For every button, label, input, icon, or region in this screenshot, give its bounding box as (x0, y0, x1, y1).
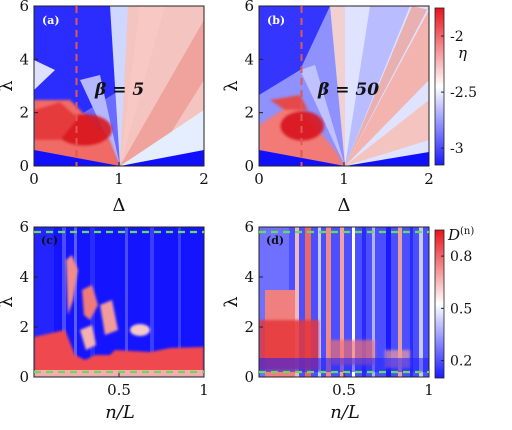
panel-label-a: (a) (42, 14, 60, 27)
heatmap-b (259, 6, 429, 166)
x-axis-label-b: Δ (338, 195, 351, 216)
y-tick-label: 4 (244, 268, 254, 286)
colorbar-eta: η -2 -2.5 -3 (434, 7, 477, 166)
colorbar-dn-label-sup: (n) (460, 226, 474, 237)
x-tick-label: 0 (29, 170, 39, 188)
beta-annotation-b: β = 50 (317, 80, 379, 100)
heatmap-d (259, 227, 429, 377)
colorbar-tick-label: -3 (450, 141, 464, 157)
colorbar-eta-label: η (458, 44, 467, 62)
x-tick-label: 2 (424, 170, 434, 188)
panel-b: (b) β = 50 0 1 2 0 2 4 6 Δ λ (221, 0, 434, 216)
y-axis-label-b: λ (221, 80, 242, 91)
beta-annotation-a: β = 5 (94, 80, 144, 100)
y-axis-label-a: λ (0, 80, 17, 91)
y-tick-label: 0 (19, 157, 29, 175)
colorbar-tick-label: 0.2 (450, 354, 472, 370)
x-ticks-c: 0.5 1 (107, 373, 209, 399)
y-tick-label: 2 (19, 104, 29, 122)
y-tick-label: 0 (19, 368, 29, 386)
y-tick-label: 6 (19, 0, 29, 15)
colorbar-tick-label: -2 (450, 29, 464, 45)
y-tick-label: 2 (19, 318, 29, 336)
x-tick-label: 1 (339, 170, 349, 188)
x-tick-label: 0 (254, 170, 264, 188)
colorbar-tick-label: 0.8 (450, 249, 472, 265)
x-ticks-d: 0.5 1 (332, 373, 434, 399)
y-tick-label: 2 (244, 318, 254, 336)
colorbar-dn-ticks: 0.8 0.5 0.2 (441, 249, 472, 370)
x-tick-label: 1 (199, 381, 209, 399)
y-axis-label-c: λ (0, 296, 17, 307)
y-tick-label: 4 (19, 268, 29, 286)
panel-label-b: (b) (267, 14, 285, 27)
colorbar-dn-gradient (434, 229, 445, 379)
panel-a: (a) β = 5 0 1 2 0 2 4 6 Δ λ (0, 0, 209, 216)
colorbar-eta-ticks: -2 -2.5 -3 (441, 29, 477, 157)
y-tick-label: 0 (244, 368, 254, 386)
heatmap-c (34, 227, 204, 377)
y-tick-label: 6 (244, 218, 254, 236)
y-tick-label: 0 (244, 157, 254, 175)
colorbar-tick-label: 0.5 (450, 301, 472, 317)
x-tick-label: 1 (424, 381, 434, 399)
y-ticks-b: 0 2 4 6 (244, 0, 263, 175)
x-tick-label: 0.5 (332, 381, 356, 399)
x-ticks-b: 0 1 2 (254, 162, 434, 188)
y-tick-label: 2 (244, 104, 254, 122)
y-tick-label: 4 (244, 50, 254, 68)
y-ticks-c: 0 2 4 6 (19, 218, 38, 386)
x-tick-label: 2 (199, 170, 209, 188)
colorbar-tick-label: -2.5 (450, 85, 477, 101)
y-tick-label: 6 (19, 218, 29, 236)
colorbar-dn: D(n) 0.8 0.5 0.2 (434, 226, 474, 379)
x-tick-label: 1 (114, 170, 124, 188)
y-axis-label-d: λ (221, 296, 242, 307)
colorbar-eta-gradient (434, 7, 445, 166)
x-axis-label-d: n/L (330, 402, 360, 423)
x-tick-label: 0.5 (107, 381, 131, 399)
y-ticks-a: 0 2 4 6 (19, 0, 38, 175)
colorbar-dn-label-main: D (447, 226, 460, 244)
panel-label-d: (d) (266, 234, 284, 247)
y-tick-label: 4 (19, 50, 29, 68)
x-axis-label-c: n/L (105, 402, 135, 423)
x-ticks-a: 0 1 2 (29, 162, 209, 188)
y-ticks-d: 0 2 4 6 (244, 218, 263, 386)
x-axis-label-a: Δ (113, 195, 126, 216)
panel-label-c: (c) (41, 234, 58, 247)
colorbar-dn-label: D(n) (447, 226, 474, 244)
y-tick-label: 6 (244, 0, 254, 15)
